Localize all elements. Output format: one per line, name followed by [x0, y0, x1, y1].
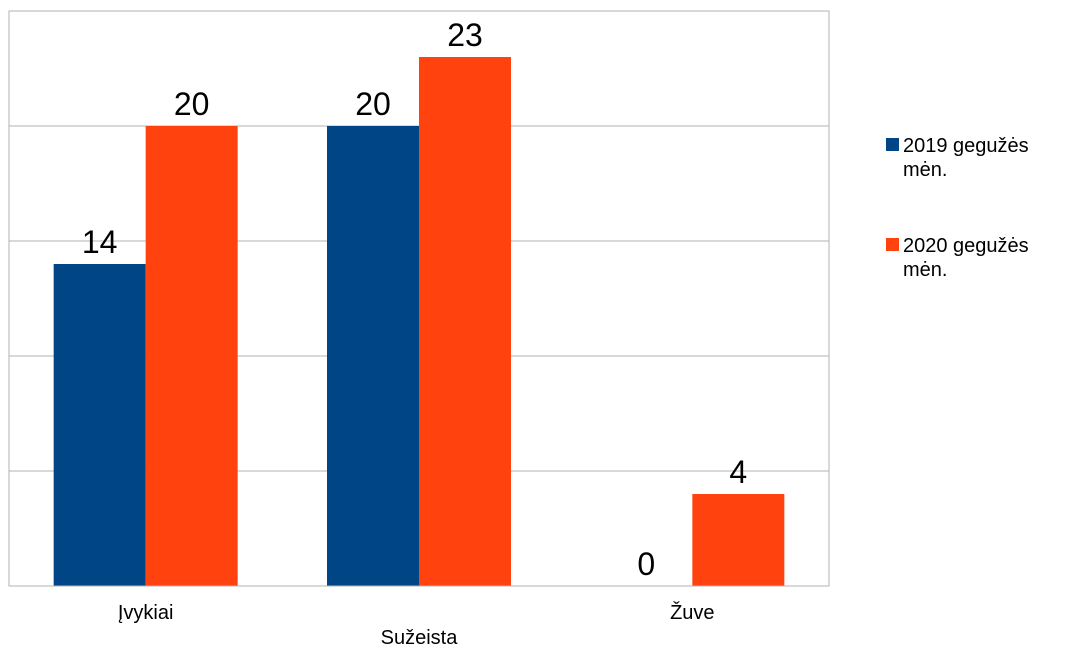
bar-2019-1 [327, 126, 419, 586]
legend-swatch-2019 [886, 138, 899, 151]
legend-item-2019: 2019 gegužės mėn. [886, 134, 1071, 182]
legend: 2019 gegužės mėn. 2020 gegužės mėn. [886, 134, 1071, 334]
bar-2020-0 [145, 126, 238, 586]
bar-2020-1 [419, 57, 511, 586]
axes: Įvykiai Sužeista Žuve [8, 10, 830, 649]
plot-border [8, 10, 830, 587]
data-label: 14 [82, 224, 118, 260]
legend-swatch-2020 [886, 238, 899, 251]
bar-2020-2 [692, 494, 785, 586]
data-label: 23 [447, 17, 483, 53]
data-labels: 14 20 20 23 0 4 [82, 17, 747, 582]
data-label: 4 [729, 454, 747, 490]
data-label: 0 [637, 546, 655, 582]
data-label: 20 [174, 86, 210, 122]
x-tick-label: Įvykiai [118, 602, 174, 624]
legend-label-2019: 2019 gegužės mėn. [903, 135, 1029, 181]
legend-item-2020: 2020 gegužės mėn. [886, 234, 1071, 282]
legend-label-2020: 2020 gegužės mėn. [903, 235, 1029, 281]
data-label: 20 [355, 86, 391, 122]
x-tick-label: Sužeista [381, 627, 459, 649]
x-tick-label: Žuve [670, 601, 714, 624]
bars [53, 57, 785, 586]
bar-2019-0 [53, 264, 146, 586]
